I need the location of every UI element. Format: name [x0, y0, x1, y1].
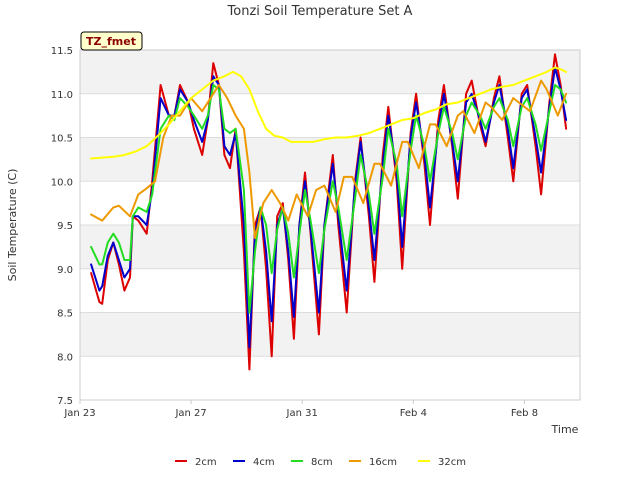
- x-tick-label: Jan 31: [286, 408, 318, 419]
- legend-label: 16cm: [369, 457, 397, 468]
- background-band: [80, 312, 580, 357]
- y-tick-label: 9.0: [57, 265, 73, 276]
- x-tick-labels: Jan 23 Jan 27 Jan 31 Feb 4 Feb 8: [63, 400, 538, 419]
- y-axis-label: Soil Temperature (C): [6, 169, 19, 282]
- series-line-16cm: [90, 79, 568, 240]
- legend-label: 8cm: [311, 457, 333, 468]
- y-tick-labels: 7.5 8.0 8.5 9.0 9.5 10.0 10.5 11.0 11.5: [51, 46, 73, 407]
- background-band: [80, 225, 580, 269]
- legend-item-16cm: 16cm: [349, 457, 397, 468]
- legend-label: 4cm: [253, 457, 275, 468]
- badge-box: [80, 31, 143, 51]
- plot-frame: [79, 49, 581, 401]
- x-tick-label: Feb 8: [511, 408, 538, 419]
- badge-label: TZ_fmet: [86, 35, 136, 48]
- x-tick-label: Jan 27: [174, 408, 206, 419]
- legend-item-2cm: 2cm: [175, 457, 217, 468]
- legend-label: 32cm: [438, 457, 466, 468]
- legend: 2cm 4cm 8cm 16cm 32cm: [175, 457, 466, 468]
- y-tick-label: 8.0: [57, 352, 73, 363]
- x-tick-label: Feb 4: [400, 408, 427, 419]
- y-tick-label: 8.5: [57, 309, 73, 320]
- series-line-4cm: [90, 66, 568, 349]
- series-line-8cm: [90, 84, 568, 314]
- y-tick-label: 10.5: [51, 134, 73, 145]
- y-tick-label: 11.5: [51, 46, 73, 57]
- series-lines: [90, 53, 568, 371]
- background-band: [80, 268, 580, 313]
- series-line-32cm: [90, 66, 568, 160]
- y-tick-label: 9.5: [57, 221, 73, 232]
- legend-item-4cm: 4cm: [233, 457, 275, 468]
- x-axis-label: Time: [551, 423, 579, 436]
- y-tick-label: 7.5: [57, 396, 73, 407]
- chart-title: Tonzi Soil Temperature Set A: [227, 4, 413, 19]
- y-tick-label: 11.0: [51, 90, 73, 101]
- legend-label: 2cm: [195, 457, 217, 468]
- legend-item-32cm: 32cm: [418, 457, 466, 468]
- y-tick-label: 10.0: [51, 177, 73, 188]
- legend-item-8cm: 8cm: [291, 457, 333, 468]
- x-tick-label: Jan 23: [63, 408, 95, 419]
- background-band: [80, 356, 580, 400]
- badge: TZ_fmet: [80, 31, 143, 51]
